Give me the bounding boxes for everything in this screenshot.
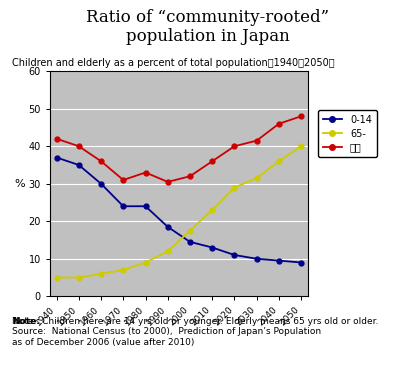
65- — [54, 275, 59, 280]
0-14 — [54, 155, 59, 160]
合計 — [76, 144, 81, 148]
0-14 — [232, 253, 237, 257]
65- — [76, 275, 81, 280]
0-14 — [210, 245, 215, 250]
合計 — [121, 178, 126, 182]
合計 — [99, 159, 104, 164]
Line: 0-14: 0-14 — [54, 155, 304, 265]
0-14 — [299, 260, 304, 265]
Legend: 0-14, 65-, 合計: 0-14, 65-, 合計 — [318, 110, 376, 158]
0-14 — [99, 182, 104, 186]
合計 — [232, 144, 237, 148]
合計 — [210, 159, 215, 164]
65- — [277, 159, 282, 164]
65- — [143, 260, 148, 265]
0-14 — [76, 163, 81, 167]
合計 — [143, 170, 148, 175]
合計 — [254, 138, 259, 143]
Text: Children and elderly as a percent of total population（1940－2050）: Children and elderly as a percent of tot… — [12, 58, 335, 68]
Y-axis label: %: % — [15, 179, 25, 189]
65- — [121, 268, 126, 272]
65- — [99, 272, 104, 276]
0-14 — [188, 240, 193, 244]
65- — [165, 249, 170, 254]
0-14 — [165, 225, 170, 229]
Line: 65-: 65- — [54, 144, 304, 280]
65- — [232, 185, 237, 190]
0-14 — [277, 258, 282, 263]
0-14 — [143, 204, 148, 209]
合計 — [277, 122, 282, 126]
Text: population in Japan: population in Japan — [126, 28, 290, 45]
合計 — [165, 180, 170, 184]
65- — [188, 228, 193, 233]
合計 — [54, 136, 59, 141]
0-14 — [121, 204, 126, 209]
Text: Ratio of “community-rooted”: Ratio of “community-rooted” — [87, 9, 329, 26]
65- — [254, 176, 259, 180]
合計 — [188, 174, 193, 178]
合計 — [299, 114, 304, 118]
Text: Note:: Note: — [12, 317, 40, 326]
65- — [299, 144, 304, 148]
Line: 合計: 合計 — [54, 114, 304, 184]
Text: Note:  Children here are 14 yrs old or younger. Elderly means 65 yrs old or olde: Note: Children here are 14 yrs old or yo… — [12, 317, 379, 346]
65- — [210, 208, 215, 212]
0-14 — [254, 256, 259, 261]
